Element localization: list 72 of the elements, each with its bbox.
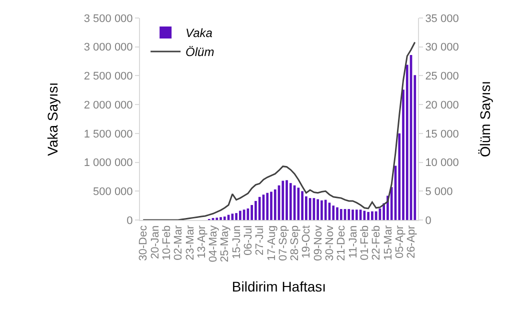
y-tick-label: 500 000 [93, 186, 133, 198]
y-tick-label: 3 500 000 [84, 12, 133, 25]
bar [250, 204, 253, 220]
legend-label: Vaka [186, 26, 213, 40]
x-tick-label: 05-Apr [394, 225, 406, 258]
x-tick-label: 15-Jun [230, 225, 243, 260]
y2-tick-label: 10 000 [425, 157, 459, 170]
bar [266, 192, 269, 220]
x-axis-title: Bildirim Haftası [232, 278, 326, 294]
x-tick-label: 28-Sep [289, 225, 302, 261]
x-tick-label: 10-Feb [160, 225, 173, 260]
bar [286, 180, 288, 220]
bar [220, 217, 222, 220]
y2-tick-label: 5 000 [425, 186, 453, 198]
bar [254, 200, 257, 220]
x-tick-label: 09-Nov [312, 224, 324, 261]
x-tick-label: 13-Apr [196, 225, 208, 258]
y2-axis-title: Ölüm Sayısı [477, 80, 494, 158]
bar [367, 212, 370, 220]
y2-tick-label: 20 000 [425, 99, 459, 112]
bar [239, 210, 242, 220]
bar [320, 200, 323, 220]
y2-tick-label: 25 000 [425, 70, 459, 83]
bar [340, 209, 342, 220]
bar [274, 189, 276, 220]
bar [270, 192, 272, 220]
bar [355, 210, 358, 220]
x-tick-label: 19-Oct [300, 225, 313, 258]
y-tick-label: 3 000 000 [84, 42, 133, 54]
bar [352, 210, 354, 220]
bar [282, 180, 284, 220]
bar [348, 209, 350, 220]
y-tick-label: 1 000 000 [84, 157, 133, 170]
x-tick-label: 26-Apr [406, 225, 418, 258]
bar [301, 191, 304, 220]
x-tick-label: 15-Mar [382, 225, 394, 260]
x-tick-label: 06-Jul [242, 225, 255, 256]
bar [324, 200, 327, 220]
x-tick-label: 21-Dec [336, 224, 348, 261]
x-tick-label: 02-Mar [172, 225, 185, 260]
x-tick-label: 23-Mar [184, 225, 196, 260]
x-tick-label: 30-Nov [324, 224, 336, 261]
bar [371, 211, 374, 220]
x-tick-label: 25-May [219, 224, 232, 262]
bar [258, 196, 261, 220]
bar [316, 199, 319, 220]
y-axis-title: Vaka Sayısı [44, 82, 60, 156]
y-tick-label: 2 500 000 [84, 70, 133, 83]
x-tick-label: 30-Dec [138, 224, 150, 261]
x-tick-label: 04-May [208, 224, 220, 262]
x-tick-label: 07-Sep [277, 225, 290, 261]
bar [289, 183, 292, 220]
y-tick-label: 1 500 000 [84, 128, 133, 140]
bar [235, 213, 238, 220]
x-tick-label: 11-Jan [347, 225, 360, 258]
x-tick-label: 22-Feb [370, 225, 383, 260]
y-tick-label: 2 000 000 [84, 99, 133, 112]
bar [223, 216, 226, 220]
y-tick-label: 0 [126, 214, 133, 227]
x-tick-label: 20-Jan [149, 225, 162, 260]
x-tick-label: 17-Aug [266, 225, 278, 261]
legend-label: Ölüm [186, 45, 214, 60]
line-series [142, 41, 416, 220]
y2-tick-label: 15 000 [425, 128, 459, 140]
bar [332, 206, 335, 220]
x-tick-label: 27-Jul [254, 225, 266, 256]
x-tick-label: 01-Feb [358, 225, 371, 260]
bar [231, 214, 234, 220]
y2-tick-label: 30 000 [425, 42, 459, 54]
y2-tick-label: 35 000 [425, 12, 459, 25]
bar [336, 207, 338, 220]
y2-tick-label: 0 [425, 214, 432, 227]
